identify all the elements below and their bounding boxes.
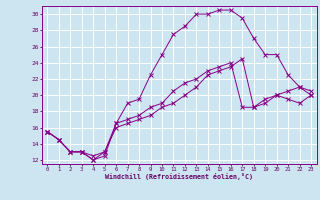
X-axis label: Windchill (Refroidissement éolien,°C): Windchill (Refroidissement éolien,°C)	[105, 173, 253, 180]
